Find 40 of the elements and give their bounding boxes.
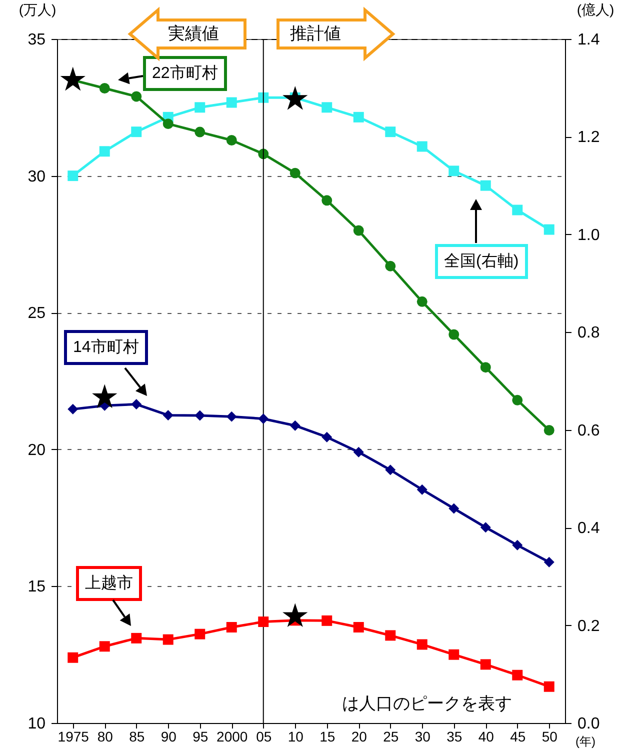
y2-tick-label: 0.8 <box>578 324 600 342</box>
y-tick-label: 20 <box>28 442 46 459</box>
x-tick-label: 45 <box>510 728 526 744</box>
y2-tick-label: 0.0 <box>578 716 600 732</box>
x-tick-label: 15 <box>320 728 336 744</box>
text: 14市町村 <box>64 330 148 365</box>
y-tick-label: 15 <box>28 578 46 596</box>
annotation: 推計値 <box>290 23 341 45</box>
x-tick-label: 2000 <box>216 728 248 744</box>
y-axis-title: (万人) <box>18 2 56 18</box>
x-tick-label: 20 <box>351 728 368 744</box>
series-label: 22市町村 <box>143 56 227 91</box>
x-tick-label: 25 <box>383 728 399 744</box>
series-label: 全国(右軸) <box>435 244 528 279</box>
y-tick-label: 30 <box>28 168 46 186</box>
annotation: は人口のピークを表す <box>342 693 512 715</box>
x-tick-label: 90 <box>160 728 177 744</box>
y-tick-label: 35 <box>28 32 46 48</box>
x-tick-label: 50 <box>542 728 558 744</box>
x-tick-label: 1975 <box>58 728 90 744</box>
x-tick-label: 35 <box>446 728 462 744</box>
y2-tick-label: 0.6 <box>578 422 600 440</box>
text: 上越市 <box>76 566 142 601</box>
y2-axis-title: (億人) <box>576 2 614 18</box>
y2-tick-label: 0.4 <box>578 520 600 538</box>
x-tick-label: 40 <box>478 728 494 744</box>
x-tick-label: 30 <box>414 728 431 744</box>
x-tick-label: 10 <box>288 728 304 744</box>
x-tick-label: 85 <box>129 728 145 744</box>
y-tick-label: 10 <box>28 716 46 732</box>
y2-tick-label: 1.4 <box>578 32 600 48</box>
x-axis-title: (年) <box>576 734 596 748</box>
y-tick-label: 25 <box>28 305 46 322</box>
x-tick-label: 05 <box>256 728 272 744</box>
x-tick-label: 95 <box>192 728 208 744</box>
y2-tick-label: 1.2 <box>578 129 600 146</box>
x-tick-label: 80 <box>97 728 114 744</box>
y2-tick-label: 0.2 <box>578 618 600 635</box>
annotation: 実績値 <box>168 23 219 45</box>
y2-tick-label: 1.0 <box>578 226 600 244</box>
